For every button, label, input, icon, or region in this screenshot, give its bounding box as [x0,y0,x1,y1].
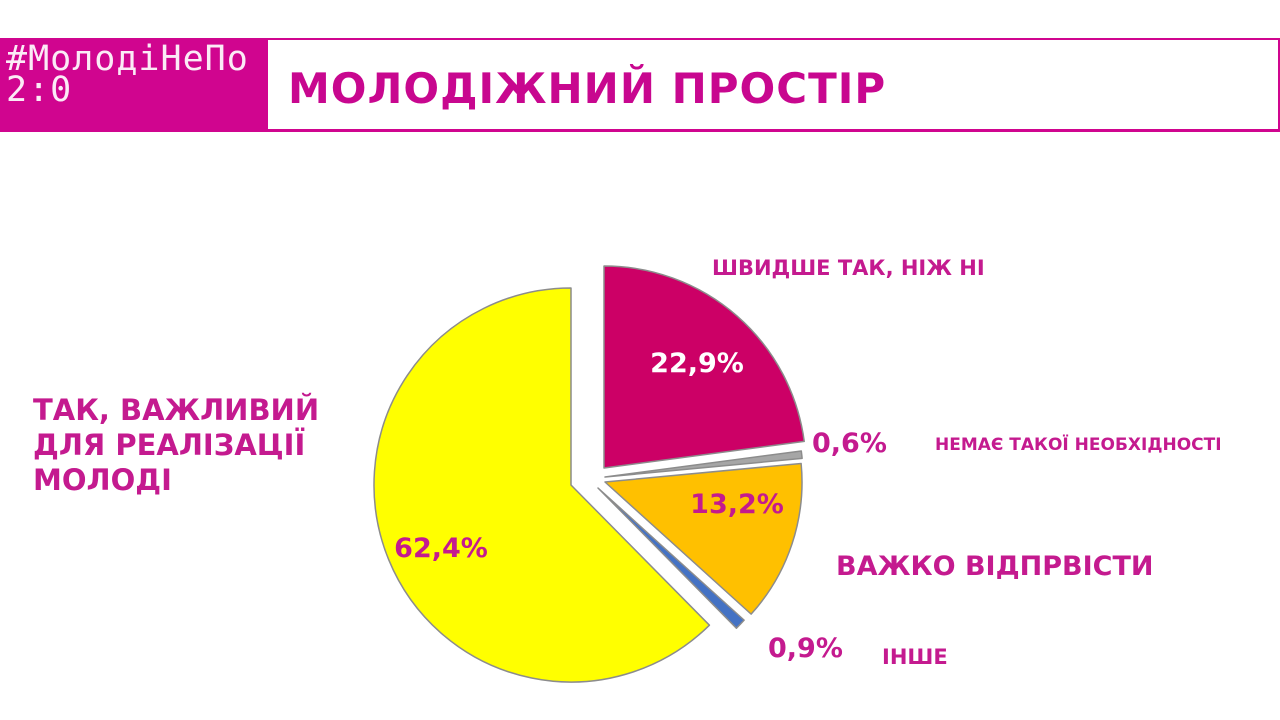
pie-slice-vazhko [604,462,803,615]
pie-slice-inshe [597,487,745,629]
value-label-inshe: 0,9% [768,633,843,664]
category-label-line: ДЛЯ РЕАЛІЗАЦІЇ [33,428,305,462]
category-label-tak-vazhlyvyi: ТАК, ВАЖЛИВИЙ ДЛЯ РЕАЛІЗАЦІЇ МОЛОДІ [33,393,319,497]
category-label-shvydshe-tak: ШВИДШЕ ТАК, НІЖ НІ [712,256,985,280]
logo: #МолодіНеПо 2:0 [0,38,266,132]
title-box: МОЛОДІЖНИЙ ПРОСТІР [268,40,1278,129]
pie-slice-tak-vazhlyvyi [373,287,711,683]
header-band: #МолодіНеПо 2:0 МОЛОДІЖНИЙ ПРОСТІР [0,38,1280,132]
pie-slice-nemaie [604,450,803,478]
logo-text: #МолодіНеПо 2:0 [6,39,271,110]
category-label-inshe: ІНШЕ [882,645,948,669]
pie-slices [373,265,805,683]
value-label-nemaie: 0,6% [812,428,887,459]
page-title: МОЛОДІЖНИЙ ПРОСТІР [288,64,887,113]
value-label-vazhko: 13,2% [690,489,784,520]
value-label-tak-vazhlyvyi: 62,4% [394,533,488,564]
value-label-shvydshe-tak: 22,9% [650,348,744,379]
category-label-nemaie: НЕМАЄ ТАКОЇ НЕОБХІДНОСТІ [935,433,1222,455]
category-label-line: МОЛОДІ [33,463,172,497]
category-label-vazhko: ВАЖКО ВІДПРВІСТИ [836,551,1153,582]
pie-slice-shvydshe-tak [603,265,805,469]
category-label-line: ТАК, ВАЖЛИВИЙ [33,393,319,427]
